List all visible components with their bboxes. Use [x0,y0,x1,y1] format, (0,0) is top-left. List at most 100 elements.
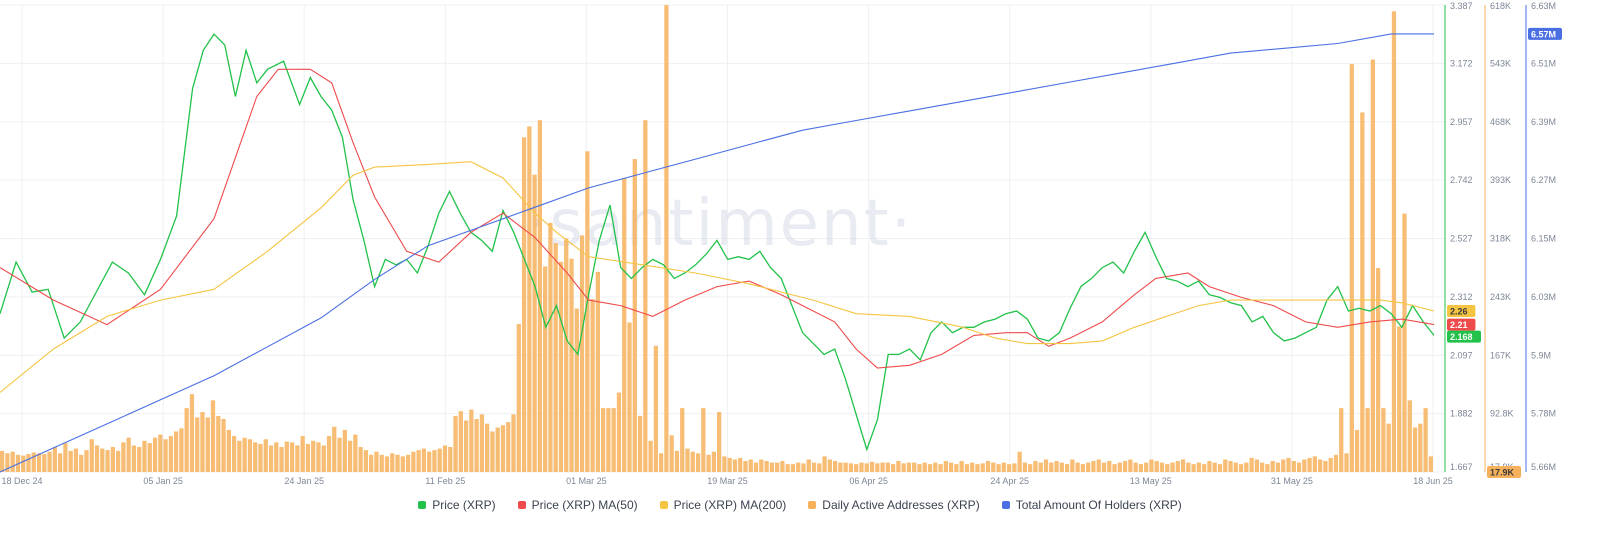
legend-swatch [808,501,817,509]
daa-bar [126,437,131,472]
daa-bar [690,451,695,472]
legend-item[interactable]: Daily Active Addresses (XRP) [808,498,980,512]
daa-bar [73,448,79,472]
x-tick-label: 13 May 25 [1130,476,1172,486]
daa-bar [991,462,996,472]
legend-item[interactable]: Price (XRP) MA(50) [517,498,638,512]
daa-bar [1296,462,1302,472]
daa-bar [1075,462,1080,472]
daa-bar [110,447,115,472]
daa-bar [1128,459,1133,472]
daa-bar [1001,462,1006,472]
daa-bar [437,448,442,472]
daa-value-tag: 17.9K [1490,468,1515,478]
daa-bar [1064,464,1070,472]
daa-bar [237,440,242,472]
x-axis-ticks: 18 Dec 24 05 Jan 25 24 Jan 25 11 Feb 25 01 M… [1,476,1452,486]
daa-bar [295,445,300,472]
daa-bar [36,453,42,472]
daa-bar [722,456,727,472]
holders-line [0,33,1434,473]
daa-bar [363,450,369,472]
daa-bar [1339,408,1344,472]
daa-bar [1312,456,1318,472]
daa-bar [453,415,458,472]
daa-bar [553,243,558,472]
daa-bar [938,464,943,472]
daa-bar [848,463,854,472]
daa-bar [753,462,759,472]
daa-bar [105,450,110,472]
legend-item[interactable]: Price (XRP) MA(200) [659,498,786,512]
daa-bar [537,120,543,473]
daa-bar [474,419,479,472]
legend-item[interactable]: Total Amount Of Holders (XRP) [1001,498,1182,512]
daa-bar [906,462,912,472]
daa-bar [875,463,880,472]
daa-bar [1407,400,1412,472]
daa-bar [395,454,400,472]
daa-bar [970,462,975,472]
daa-bar [632,159,637,472]
daa-bar [89,439,94,472]
holders-tick-label: 6.03M [1531,292,1556,302]
daa-bar [748,459,753,472]
daa-bar [780,461,785,472]
daa-bar [421,448,427,472]
price-tick-label: 2.527 [1450,234,1473,244]
daa-bar [890,464,896,472]
daa-bar [1165,464,1170,472]
legend-item[interactable]: Price (XRP) [418,498,496,512]
holders-tick-label: 6.51M [1531,58,1556,68]
daa-bar [864,463,869,472]
daa-tick-label: 92.8K [1490,409,1514,419]
daa-bar [1022,462,1028,472]
daa-bar [300,436,305,472]
daa-bar [1238,464,1244,472]
daa-bar [10,451,15,472]
daa-bar [1423,408,1428,472]
daa-bar [627,322,632,472]
ma200-value-tag-bg [1447,304,1476,317]
daa-bar [1028,464,1033,472]
daa-bar [427,451,432,472]
daa-bar [173,431,179,472]
daa-bar [1086,462,1091,472]
holders-tick-label: 6.39M [1531,117,1556,127]
daa-bar [1365,408,1370,472]
daa-bar [1170,462,1175,472]
daa-bar [669,435,674,472]
daa-bar [1112,464,1117,472]
daa-bar [332,426,337,472]
daa-bar [1091,461,1096,472]
daa-bar [706,454,711,472]
daa-bar [543,266,548,472]
daa-bar [1180,459,1186,472]
daa-bar [664,5,669,472]
daa-bar [210,400,216,472]
price-line [0,33,1435,452]
daa-bar [321,445,326,472]
daa-bar [743,461,748,472]
daa-tick-label: 618K [1490,1,1511,11]
daa-bar [142,440,147,472]
daa-bar [147,443,152,472]
ma50-value-tag-bg [1447,318,1476,331]
daa-bar [801,463,806,472]
daa-bar [548,222,553,472]
daa-bar [195,417,200,472]
daa-bar [200,412,205,472]
daa-bar [564,238,569,472]
holders-tick-label: 5.66M [1531,462,1556,472]
daa-bar [1038,462,1043,472]
daa-bar [622,178,627,473]
daa-bar [1144,462,1149,472]
daa-bar [1196,462,1202,472]
daa-bar [637,415,643,472]
daa-bar [859,462,864,472]
daa-bar [500,425,506,472]
daa-bar [785,464,790,472]
daa-bar [790,464,796,472]
daa-bar [52,447,57,472]
